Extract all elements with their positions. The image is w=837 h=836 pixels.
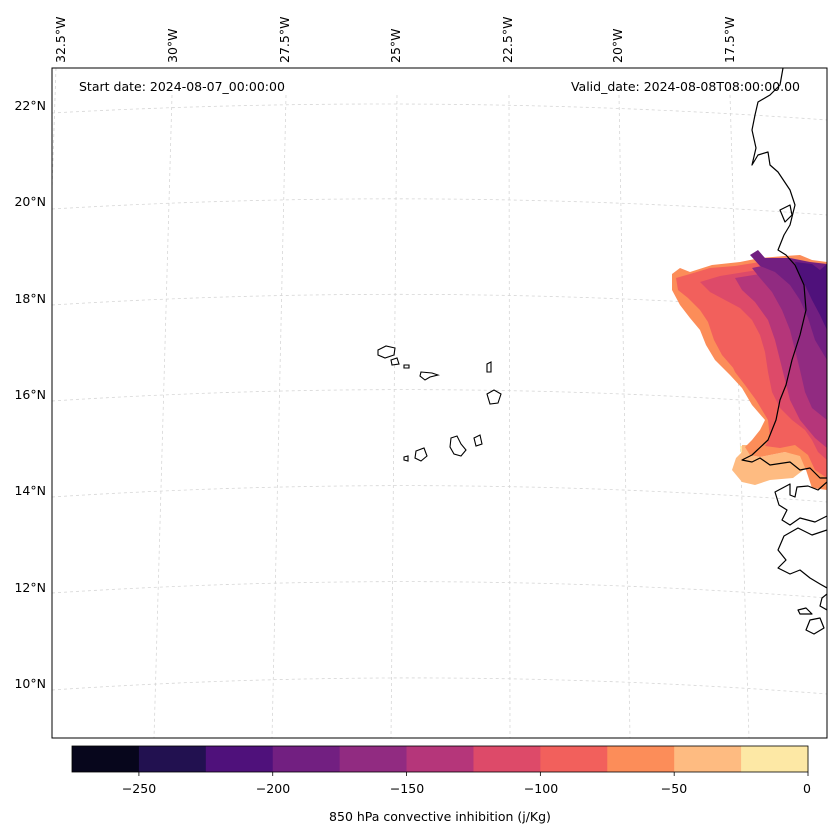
coastline bbox=[741, 68, 827, 635]
colorbar-segment bbox=[138, 746, 207, 772]
lon-label: 25°W bbox=[388, 28, 403, 63]
colorbar-tick-label: −50 bbox=[661, 781, 687, 796]
lat-label: 12°N bbox=[14, 580, 46, 595]
africa-coastline bbox=[741, 68, 827, 479]
lat-label: 22°N bbox=[14, 98, 46, 113]
lat-label: 14°N bbox=[14, 483, 46, 498]
lon-label: 22.5°W bbox=[500, 17, 515, 63]
colorbar-ticks: −250 −200 −150 −100 −50 0 bbox=[122, 781, 811, 796]
latitude-labels: 22°N 20°N 18°N 16°N 14°N 12°N 10°N bbox=[14, 98, 46, 691]
lon-label: 20°W bbox=[610, 28, 625, 63]
longitude-labels: 32.5°W 30°W 27.5°W 25°W 22.5°W 20°W 17.5… bbox=[53, 17, 737, 63]
valid-date-label: Valid_date: 2024-08-08T08:00:00.00 bbox=[571, 79, 800, 94]
colorbar-segment bbox=[741, 746, 809, 772]
contour-minus-225 bbox=[795, 262, 827, 330]
colorbar-tick-label: −250 bbox=[122, 781, 156, 796]
start-date-label: Start date: 2024-08-07_00:00:00 bbox=[79, 79, 285, 94]
colorbar-segment bbox=[339, 746, 408, 772]
colorbar-tick-label: −200 bbox=[256, 781, 290, 796]
cin-contours bbox=[672, 250, 827, 490]
colorbar-tick-label: 0 bbox=[803, 781, 811, 796]
lat-label: 18°N bbox=[14, 291, 46, 306]
guinea-islands bbox=[797, 593, 827, 635]
cape-verde-islands bbox=[377, 345, 502, 462]
lon-label: 17.5°W bbox=[722, 17, 737, 63]
sahel-coast-south bbox=[774, 481, 827, 526]
map-frame bbox=[51, 67, 828, 739]
lon-label: 27.5°W bbox=[277, 17, 292, 63]
colorbar-segment bbox=[473, 746, 541, 772]
banc-arguin bbox=[779, 204, 793, 223]
guinea-coast bbox=[777, 527, 827, 589]
colorbar-segment bbox=[406, 746, 474, 772]
colorbar-segment bbox=[272, 746, 341, 772]
colorbar-segment bbox=[205, 746, 274, 772]
lat-label: 10°N bbox=[14, 676, 46, 691]
lon-label: 30°W bbox=[165, 28, 180, 63]
colorbar-segment bbox=[607, 746, 675, 772]
colorbar-tick-label: −100 bbox=[524, 781, 558, 796]
lat-label: 16°N bbox=[14, 387, 46, 402]
colorbar-label: 850 hPa convective inhibition (j/Kg) bbox=[329, 809, 551, 824]
colorbar-segment bbox=[674, 746, 742, 772]
colorbar-frame bbox=[71, 745, 809, 773]
colorbar-tick-label: −150 bbox=[390, 781, 424, 796]
graticule bbox=[51, 67, 828, 739]
colorbar-segment bbox=[540, 746, 608, 772]
colorbar bbox=[72, 746, 809, 776]
lat-label: 20°N bbox=[14, 194, 46, 209]
colorbar-segment bbox=[72, 746, 140, 772]
lon-label: 32.5°W bbox=[53, 17, 68, 63]
